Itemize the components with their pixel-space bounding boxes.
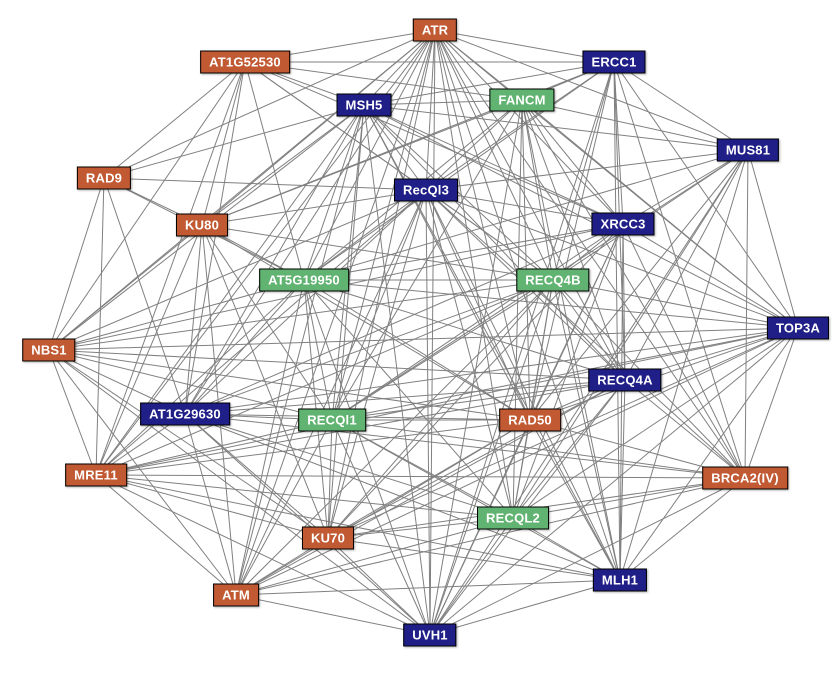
node-top3a: TOP3A (767, 317, 829, 340)
node-at1g29630: AT1G29630 (140, 403, 230, 426)
network-diagram: ATR AT1G52530 ERCC1 MSH5 FANCM MUS81 RAD9 RecQl… (0, 0, 834, 681)
node-recq4a: RECQ4A (588, 369, 661, 392)
node-mlh1: MLH1 (593, 569, 647, 592)
node-recq4b: RECQ4B (516, 269, 589, 292)
node-nbs1: NBS1 (22, 339, 75, 362)
node-atm: ATM (213, 584, 259, 607)
node-msh5: MSH5 (337, 94, 392, 117)
node-ku80: KU80 (176, 214, 228, 237)
node-ercc1: ERCC1 (582, 51, 645, 74)
node-ku70: KU70 (302, 527, 354, 550)
edge-layer (0, 0, 834, 681)
node-recql1: RECQl1 (298, 409, 366, 432)
node-xrcc3: XRCC3 (591, 213, 654, 236)
node-rad9: RAD9 (77, 167, 131, 190)
node-brca2iv: BRCA2(IV) (702, 467, 788, 490)
node-mre11: MRE11 (65, 464, 127, 487)
node-recql2: RECQL2 (477, 507, 549, 530)
node-at5g19950: AT5G19950 (259, 269, 349, 292)
node-at1g52530: AT1G52530 (200, 51, 290, 74)
node-mus81: MUS81 (717, 139, 779, 162)
node-fancm: FANCM (489, 89, 554, 112)
node-atr: ATR (413, 19, 457, 42)
node-uvh1: UVH1 (403, 624, 456, 647)
node-rad50: RAD50 (499, 409, 561, 432)
node-recql3: RecQl3 (394, 179, 458, 202)
